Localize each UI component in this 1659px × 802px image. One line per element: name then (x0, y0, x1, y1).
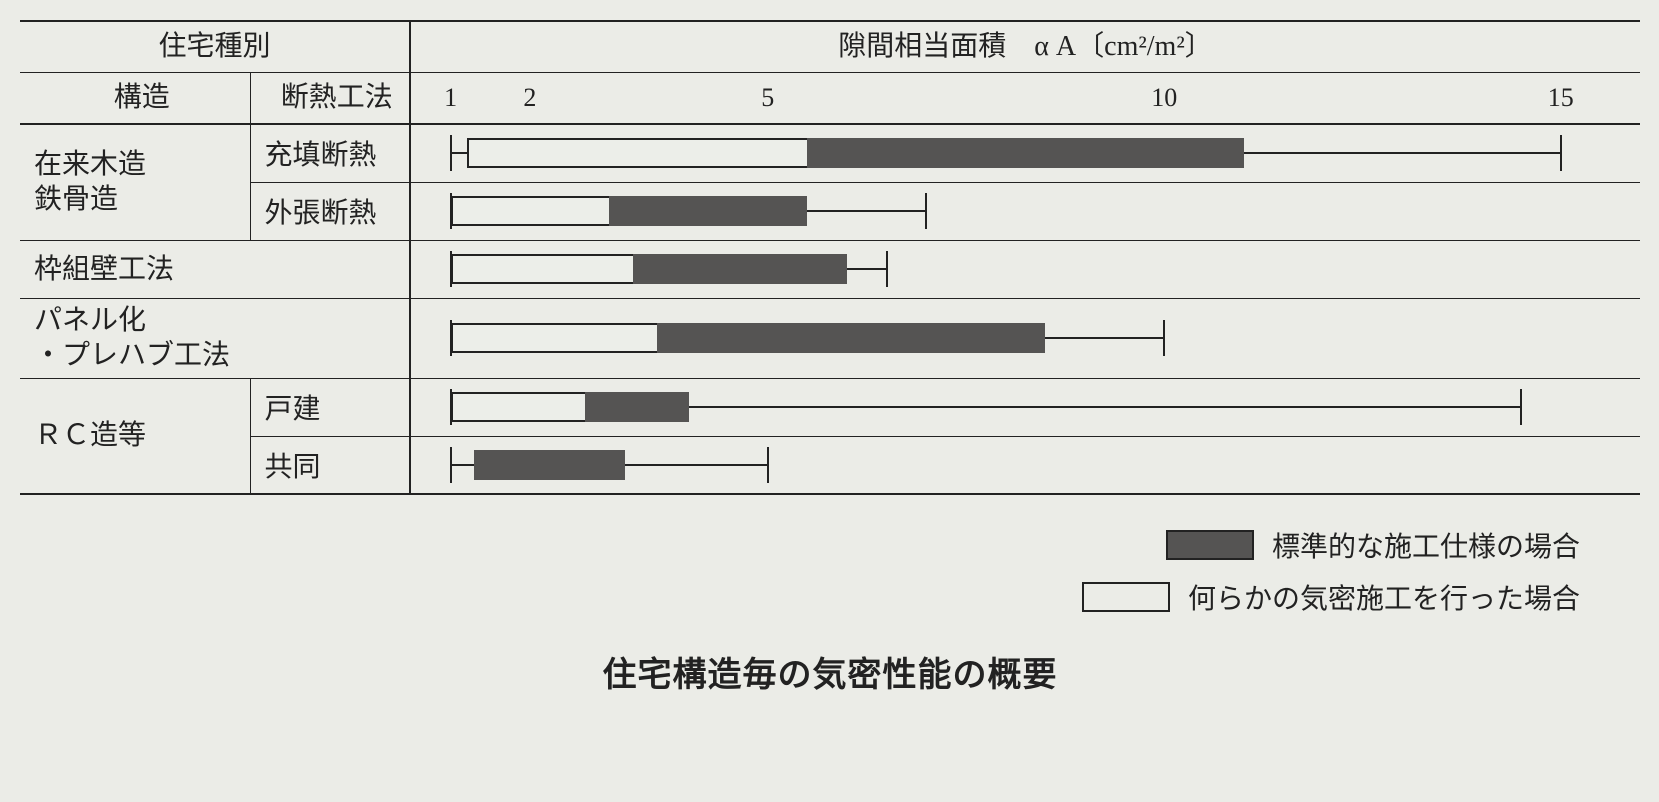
airtightness-table: 住宅種別 隙間相当面積 α A〔cm²/m²〕 構造 断熱工法 1251015 … (20, 20, 1640, 495)
axis-tick: 1 (444, 74, 457, 122)
header-metric: 隙間相当面積 α A〔cm²/m²〕 (410, 21, 1640, 73)
legend-label-hollow: 何らかの気密施工を行った場合 (1188, 577, 1580, 617)
bar-cell (410, 240, 1640, 298)
bar-cell (410, 378, 1640, 436)
legend-row-hollow: 何らかの気密施工を行った場合 (1082, 577, 1580, 617)
header-housing-type: 住宅種別 (20, 21, 410, 73)
method-label: 戸建 (250, 378, 410, 436)
legend-swatch-hollow (1082, 582, 1170, 612)
structure-label: 枠組壁工法 (20, 240, 410, 298)
legend-row-filled: 標準的な施工仕様の場合 (1166, 525, 1580, 565)
axis-tick: 5 (761, 74, 774, 122)
bar-cell (410, 298, 1640, 378)
axis-cell: 1 2 5 10 15 (410, 73, 1640, 125)
bar-cell (410, 436, 1640, 494)
method-label: 外張断熱 (250, 182, 410, 240)
bar-cell (410, 124, 1640, 182)
legend: 標準的な施工仕様の場合 何らかの気密施工を行った場合 (20, 525, 1640, 617)
axis-tick: 10 (1151, 74, 1177, 122)
method-label: 共同 (250, 436, 410, 494)
header-method: 断熱工法 (250, 73, 410, 125)
structure-label: パネル化・プレハブ工法 (20, 298, 410, 378)
bar-cell (410, 182, 1640, 240)
header-structure: 構造 (20, 73, 250, 125)
method-label: 充填断熱 (250, 124, 410, 182)
legend-swatch-filled (1166, 530, 1254, 560)
legend-label-filled: 標準的な施工仕様の場合 (1272, 525, 1580, 565)
structure-label: 在来木造鉄骨造 (20, 124, 250, 240)
structure-label: ＲＣ造等 (20, 378, 250, 494)
chart-caption: 住宅構造毎の気密性能の概要 (20, 647, 1640, 696)
axis-tick: 15 (1548, 74, 1574, 122)
axis-tick: 2 (523, 74, 536, 122)
